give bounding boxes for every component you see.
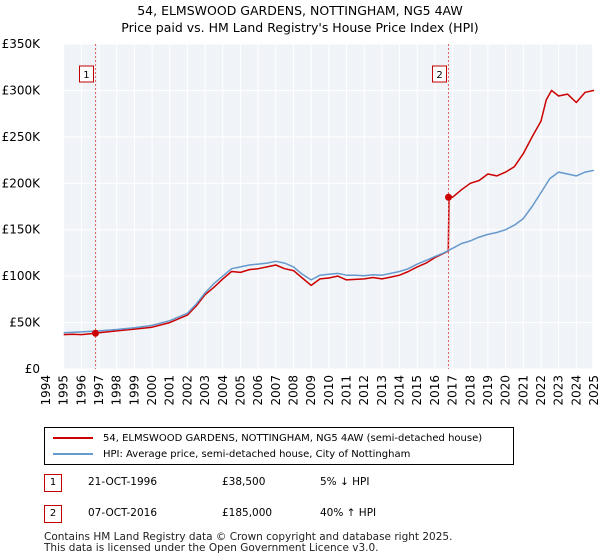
- x-tick-label: 1994: [39, 375, 53, 406]
- chart-subtitle: Price paid vs. HM Land Registry's House …: [121, 20, 479, 35]
- x-tick-label: 2012: [357, 375, 371, 406]
- x-tick-label: 1996: [74, 375, 88, 406]
- x-tick-label: 2006: [251, 375, 265, 406]
- x-tick-label: 1995: [57, 375, 71, 406]
- x-tick-label: 2018: [463, 375, 477, 406]
- x-tick-label: 2005: [233, 375, 247, 406]
- chart-title-block: 54, ELMSWOOD GARDENS, NOTTINGHAM, NG5 4A…: [0, 2, 600, 36]
- legend-label-hpi: HPI: Average price, semi-detached house,…: [103, 448, 411, 460]
- x-tick-label: 2001: [163, 375, 177, 406]
- legend-swatch-hpi: [53, 453, 93, 455]
- x-tick-label: 2011: [340, 375, 354, 406]
- transaction-price: £38,500: [222, 476, 266, 488]
- series-line-hpi: [63, 169, 595, 334]
- grid: [45, 43, 595, 370]
- legend-label-property: 54, ELMSWOOD GARDENS, NOTTINGHAM, NG5 4A…: [103, 432, 483, 444]
- transaction-badge: 2: [44, 505, 62, 523]
- x-tick-label: 2000: [145, 375, 159, 406]
- shaded-period: [592, 44, 594, 369]
- y-tick-label: £100K: [2, 269, 42, 283]
- legend-item-hpi: HPI: Average price, semi-detached house,…: [53, 447, 410, 461]
- x-tick-label: 2015: [410, 375, 424, 406]
- x-tick-label: 2007: [269, 375, 283, 406]
- sale-point: [91, 329, 99, 337]
- x-tick-label: 2020: [499, 375, 513, 406]
- annotation-label: 1: [83, 70, 89, 81]
- footer-licence: This data is licensed under the Open Gov…: [44, 542, 379, 554]
- x-tick-label: 2003: [198, 375, 212, 406]
- price-chart: £0 £50K £100K £150K £200K £250K £300K £350K 1994…: [2, 37, 600, 406]
- y-tick-label: £150K: [2, 223, 42, 237]
- chart-title: 54, ELMSWOOD GARDENS, NOTTINGHAM, NG5 4A…: [137, 3, 463, 18]
- x-tick-label: 2017: [446, 375, 460, 406]
- x-tick-label: 2021: [516, 375, 530, 406]
- transaction-date: 07-OCT-2016: [88, 507, 157, 519]
- y-tick-label: £200K: [2, 176, 42, 190]
- x-tick-label: 2023: [552, 375, 566, 406]
- x-tick-label: 1998: [110, 375, 124, 406]
- x-tick-label: 2004: [216, 375, 230, 406]
- x-tick-label: 2009: [304, 375, 318, 406]
- axes: £0 £50K £100K £150K £200K £250K £300K £350K 1994…: [2, 37, 600, 406]
- annotation-badge: [432, 65, 448, 83]
- x-tick-label: 2010: [322, 375, 336, 406]
- annotation-badge: [78, 65, 94, 83]
- x-tick-label: 2008: [286, 375, 300, 406]
- y-tick-label: £350K: [2, 37, 42, 51]
- x-tick-label: 2022: [534, 375, 548, 406]
- y-tick-label: £0: [25, 362, 40, 376]
- legend: 54, ELMSWOOD GARDENS, NOTTINGHAM, NG5 4A…: [44, 427, 514, 465]
- shaded-period: [46, 44, 64, 369]
- x-tick-label: 2013: [375, 375, 389, 406]
- x-tick-label: 2016: [428, 375, 442, 406]
- footer-copyright: Contains HM Land Registry data © Crown c…: [44, 531, 453, 543]
- annotation-label: 2: [436, 70, 442, 81]
- transaction-price: £185,000: [222, 507, 273, 519]
- transaction-hpi-delta: 5% ↓ HPI: [320, 476, 370, 488]
- y-tick-label: £250K: [2, 130, 42, 144]
- x-tick-label: 1997: [92, 375, 106, 406]
- plot-area: [46, 44, 594, 369]
- x-tick-label: 2025: [587, 375, 600, 406]
- plot-background: [46, 44, 594, 369]
- legend-swatch-property: [53, 437, 93, 439]
- legend-item-property: 54, ELMSWOOD GARDENS, NOTTINGHAM, NG5 4A…: [53, 431, 482, 445]
- x-tick-label: 2002: [180, 375, 194, 406]
- transaction-hpi-delta: 40% ↑ HPI: [320, 507, 377, 519]
- x-tick-label: 2019: [481, 375, 495, 406]
- series-lines: [63, 89, 595, 336]
- transaction-badge: 1: [44, 474, 62, 492]
- x-tick-label: 2014: [393, 375, 407, 406]
- y-tick-label: £50K: [9, 316, 41, 330]
- series-line-property: [63, 89, 595, 336]
- x-tick-label: 2024: [569, 375, 583, 406]
- y-tick-label: £300K: [2, 83, 42, 97]
- transaction-date: 21-OCT-1996: [88, 476, 157, 488]
- x-tick-label: 1999: [127, 375, 141, 406]
- footer: Contains HM Land Registry data © Crown c…: [44, 532, 452, 554]
- sale-point: [445, 193, 453, 201]
